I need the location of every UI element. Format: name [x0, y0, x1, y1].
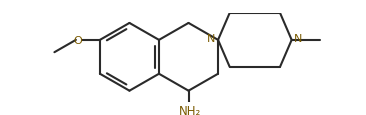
Text: N: N — [294, 34, 302, 44]
Text: O: O — [74, 36, 83, 45]
Text: N: N — [208, 34, 216, 44]
Text: NH₂: NH₂ — [179, 104, 201, 115]
